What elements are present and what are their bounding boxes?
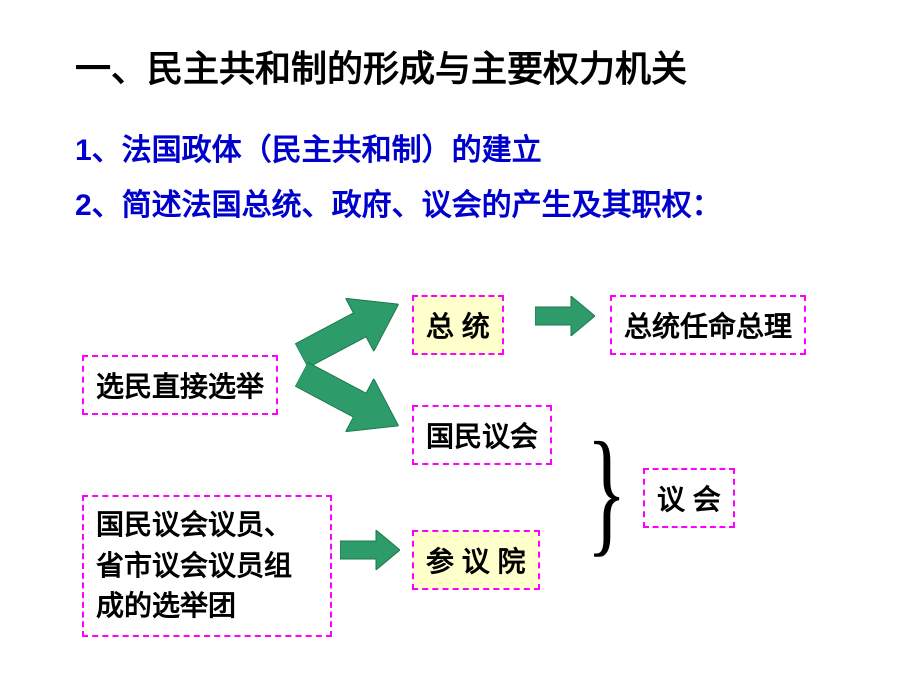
box-national-assembly: 国民议会 <box>412 405 552 465</box>
box-senate: 参 议 院 <box>412 530 540 590</box>
box-president: 总 统 <box>412 295 504 355</box>
arrow-to-senate <box>340 530 400 570</box>
subheading-1: 1、法国政体（民主共和制）的建立 <box>75 125 542 169</box>
box-parliament: 议 会 <box>643 468 735 528</box>
page-title: 一、民主共和制的形成与主要权力机关 <box>75 40 687 92</box>
box-electoral-college: 国民议会议员、省市议会议员组成的选举团 <box>82 495 332 637</box>
arrow-president-to-pm <box>535 296 595 336</box>
box-appoint-pm: 总统任命总理 <box>610 295 806 355</box>
bracket-icon: } <box>586 412 626 572</box>
box-voters-direct: 选民直接选举 <box>82 355 278 415</box>
subheading-2: 2、简述法国总统、政府、议会的产生及其职权： <box>75 185 825 227</box>
